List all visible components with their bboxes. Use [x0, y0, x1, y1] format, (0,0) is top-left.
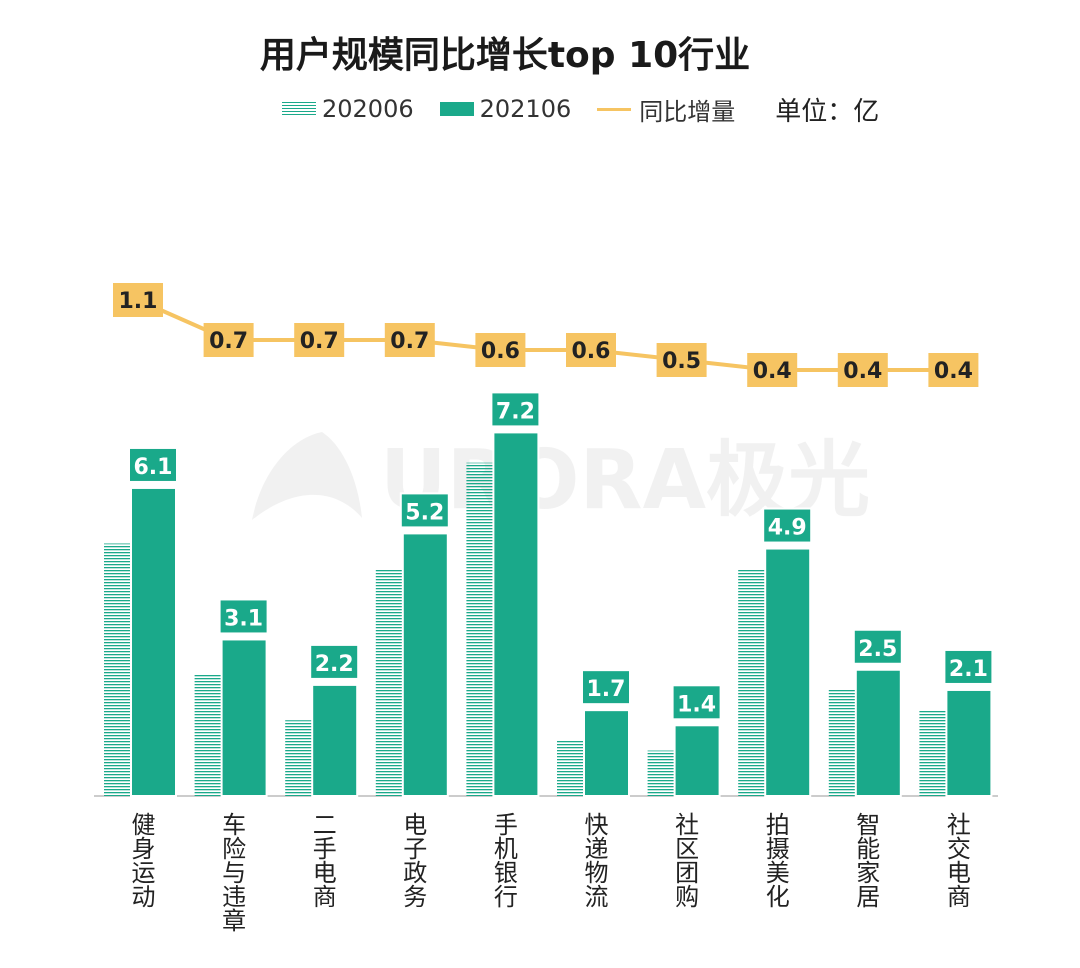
growth-value-label-3: 0.7 — [390, 329, 429, 354]
legend-item-202006: 202006 — [282, 95, 414, 123]
growth-label-box-0 — [113, 283, 163, 317]
growth-label-box-2 — [294, 323, 345, 357]
x-axis-label-9: 社交电商 — [942, 812, 971, 908]
bar-202106-3 — [401, 532, 449, 798]
x-axis-label-1: 车险与违章 — [217, 812, 246, 932]
legend-item-growth: 同比增量 — [597, 92, 735, 127]
bar-value-label-6: 1.4 — [677, 692, 716, 717]
bar-value-label-8: 2.5 — [858, 637, 897, 662]
bar-label-box-0 — [128, 446, 178, 483]
x-axis-label-6: 社区团购 — [670, 812, 699, 908]
bar-202106-2 — [311, 683, 359, 798]
growth-label-box-9 — [928, 353, 979, 387]
growth-label-box-3 — [384, 323, 435, 357]
bar-value-label-2: 2.2 — [315, 652, 354, 677]
bar-label-box-4 — [490, 391, 541, 428]
bar-202106-9 — [945, 688, 993, 798]
bar-label-box-8 — [852, 628, 903, 665]
bar-value-label-7: 4.9 — [768, 516, 807, 541]
legend-item-202106: 202106 — [439, 95, 572, 123]
bar-202106-7 — [764, 547, 812, 797]
bar-label-box-1 — [218, 598, 269, 635]
bar-label-box-2 — [309, 643, 360, 680]
x-axis-label-8: 智能家居 — [851, 812, 880, 908]
growth-value-label-9: 0.4 — [934, 359, 973, 384]
bar-value-label-0: 6.1 — [134, 455, 173, 480]
x-axis-label-5: 快递物流 — [580, 812, 608, 908]
legend-swatch-hatched — [282, 102, 316, 116]
bar-label-box-7 — [762, 507, 813, 544]
growth-value-label-4: 0.6 — [481, 339, 520, 364]
legend-label-202006: 202006 — [322, 95, 414, 123]
growth-label-box-7 — [747, 353, 798, 387]
x-axis-label-2: 二手电商 — [308, 812, 337, 908]
growth-label-box-6 — [656, 343, 707, 377]
growth-value-label-7: 0.4 — [753, 359, 792, 384]
bar-value-label-4: 7.2 — [496, 399, 535, 424]
bar-202106-6 — [673, 724, 721, 797]
growth-value-label-6: 0.5 — [662, 349, 701, 374]
growth-label-box-8 — [837, 353, 888, 387]
x-axis-label-7: 拍摄美化 — [761, 812, 790, 908]
x-axis-label-0: 健身运动 — [127, 812, 155, 908]
unit-label: 单位：亿 — [775, 96, 880, 127]
bar-label-box-6 — [671, 684, 722, 721]
growth-label-box-4 — [475, 333, 526, 367]
bar-202106-0 — [130, 486, 177, 797]
bar-value-label-3: 5.2 — [405, 500, 444, 525]
chart-title: 用户规模同比增长top 10行业 — [259, 35, 751, 76]
growth-value-label-0: 1.1 — [119, 289, 158, 314]
bar-label-box-3 — [399, 492, 450, 529]
legend-label-growth: 同比增量 — [639, 97, 736, 126]
x-axis-label-3: 电子政务 — [398, 812, 427, 908]
bar-value-label-5: 1.7 — [587, 677, 626, 702]
bar-202106-1 — [220, 638, 268, 798]
growth-value-label-2: 0.7 — [300, 329, 339, 354]
bar-value-label-9: 2.1 — [949, 657, 988, 682]
legend: 202006 202106 同比增量 单位：亿 — [282, 92, 880, 127]
bar-label-box-5 — [581, 669, 631, 706]
bar-202106-5 — [583, 709, 630, 798]
legend-swatch-line — [597, 107, 632, 111]
bar-202106-8 — [854, 668, 902, 797]
growth-label-box-1 — [203, 323, 254, 357]
growth-line — [137, 298, 954, 372]
x-axis-label-4: 手机银行 — [489, 812, 518, 908]
growth-value-label-5: 0.6 — [572, 339, 611, 364]
legend-label-202106: 202106 — [479, 95, 572, 123]
growth-label-box-5 — [566, 333, 616, 367]
bar-label-box-9 — [943, 648, 994, 685]
bar-value-label-1: 3.1 — [224, 606, 263, 631]
growth-value-label-1: 0.7 — [209, 329, 248, 354]
legend-swatch-solid — [439, 102, 474, 116]
bar-202106-4 — [492, 431, 540, 797]
growth-value-label-8: 0.4 — [843, 359, 882, 384]
